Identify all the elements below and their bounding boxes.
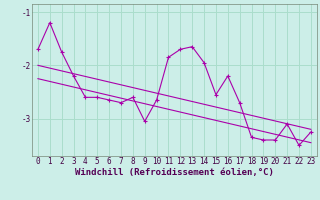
- X-axis label: Windchill (Refroidissement éolien,°C): Windchill (Refroidissement éolien,°C): [75, 168, 274, 177]
